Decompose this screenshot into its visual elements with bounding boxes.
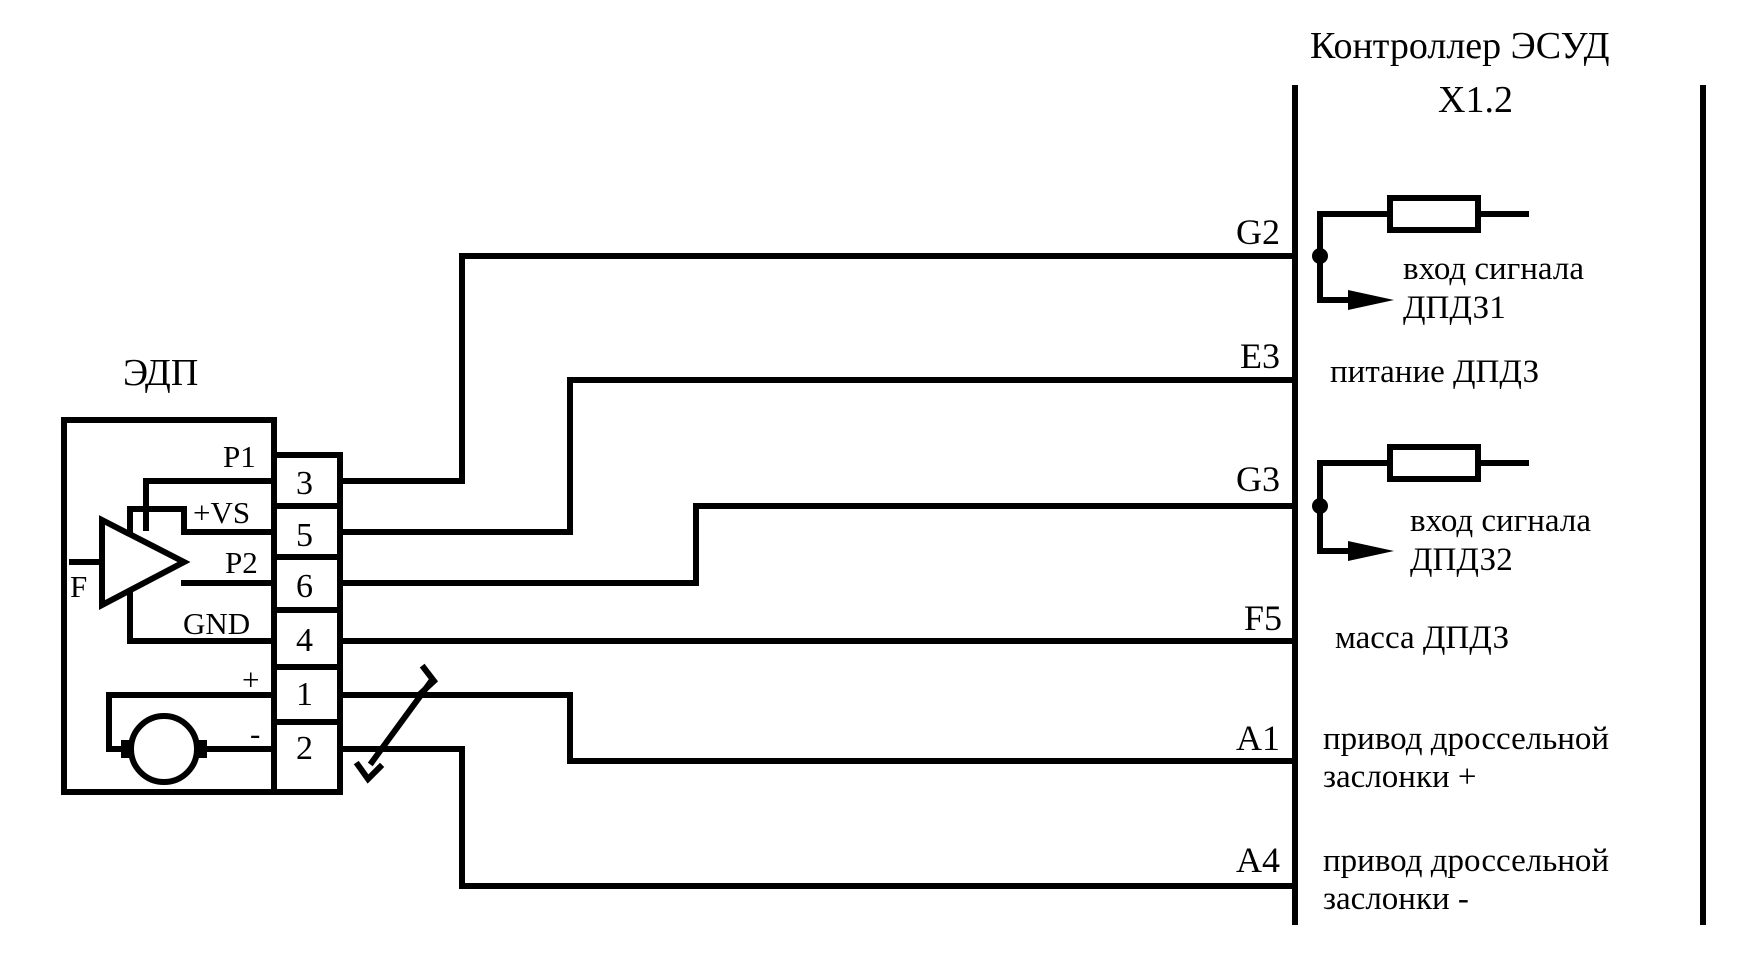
signal-label-a1-line2: заслонки +: [1323, 759, 1477, 795]
controller-pin-g3: G3: [1236, 459, 1280, 499]
pin-number-2: 2: [296, 730, 313, 767]
signal-label-a4-line1: привод дроссельной: [1323, 843, 1609, 879]
wire-pin2-a4: [337, 746, 1298, 889]
wire-pin1-a1: [337, 692, 1298, 764]
edp-connector-block: [271, 452, 343, 795]
pin-number-4: 4: [296, 622, 313, 659]
internal-wire-gnd: [127, 590, 277, 644]
pin-number-6: 6: [296, 568, 313, 605]
signal-label-f5: масса ДПДЗ: [1335, 620, 1509, 656]
internal-wire-motor-plus: [106, 692, 277, 752]
signal-label-g3-line1: вход сигнала: [1410, 503, 1591, 539]
pin-label-minus: -: [250, 716, 260, 751]
motor-right-terminal: [197, 740, 207, 758]
signal-label-g3-line2: ДПДЗ2: [1410, 542, 1513, 578]
pin-label-gnd: GND: [183, 606, 250, 641]
sensor-amplifier-icon: [99, 515, 191, 610]
pin-label-plus: +: [242, 662, 259, 697]
controller-pin-g2: G2: [1236, 212, 1280, 252]
g2-arrow-icon: [1348, 290, 1394, 310]
pin-label-vs: +VS: [193, 495, 250, 530]
pin-label-p2: P2: [225, 545, 258, 580]
g3-arrow-icon: [1348, 541, 1394, 561]
g2-input-circuit: [1312, 195, 1529, 310]
connector-label: X1.2: [1438, 79, 1513, 121]
signal-label-a4-line2: заслонки -: [1323, 881, 1469, 917]
signal-label-a1-line1: привод дроссельной: [1323, 721, 1609, 757]
edp-title: ЭДП: [123, 352, 198, 394]
g3-resistor-icon: [1387, 444, 1481, 482]
controller-pin-f5: F5: [1244, 598, 1282, 638]
g2-resistor-icon: [1387, 195, 1481, 233]
motor-left-terminal: [121, 740, 131, 758]
wire-pin3-g2: [337, 253, 1298, 484]
signal-label-g2-line2: ДПДЗ1: [1403, 290, 1506, 326]
signal-label-g2-line1: вход сигнала: [1403, 251, 1584, 287]
g3-input-circuit: [1312, 444, 1529, 561]
sensor-input-label: F: [70, 569, 87, 604]
signal-label-e3: питание ДПДЗ: [1330, 354, 1539, 390]
pin-number-5: 5: [296, 517, 313, 554]
controller-pin-a1: A1: [1236, 718, 1280, 758]
internal-wire-vs: [127, 506, 277, 535]
motor-icon: [128, 713, 200, 785]
internal-wire-p1: [143, 478, 277, 531]
wire-pin6-g3: [337, 503, 1298, 586]
edp-connector-dividers: [271, 503, 343, 725]
controller-pin-e3: E3: [1240, 336, 1280, 376]
pin-number-3: 3: [296, 465, 313, 502]
wire-pin5-e3: [337, 377, 1298, 535]
twisted-pair-icon: [353, 663, 439, 784]
pin-label-p1: P1: [223, 439, 256, 474]
controller-pin-a4: A4: [1236, 840, 1280, 880]
pin-number-1: 1: [296, 676, 313, 713]
controller-title: Контроллер ЭСУД: [1310, 25, 1610, 67]
